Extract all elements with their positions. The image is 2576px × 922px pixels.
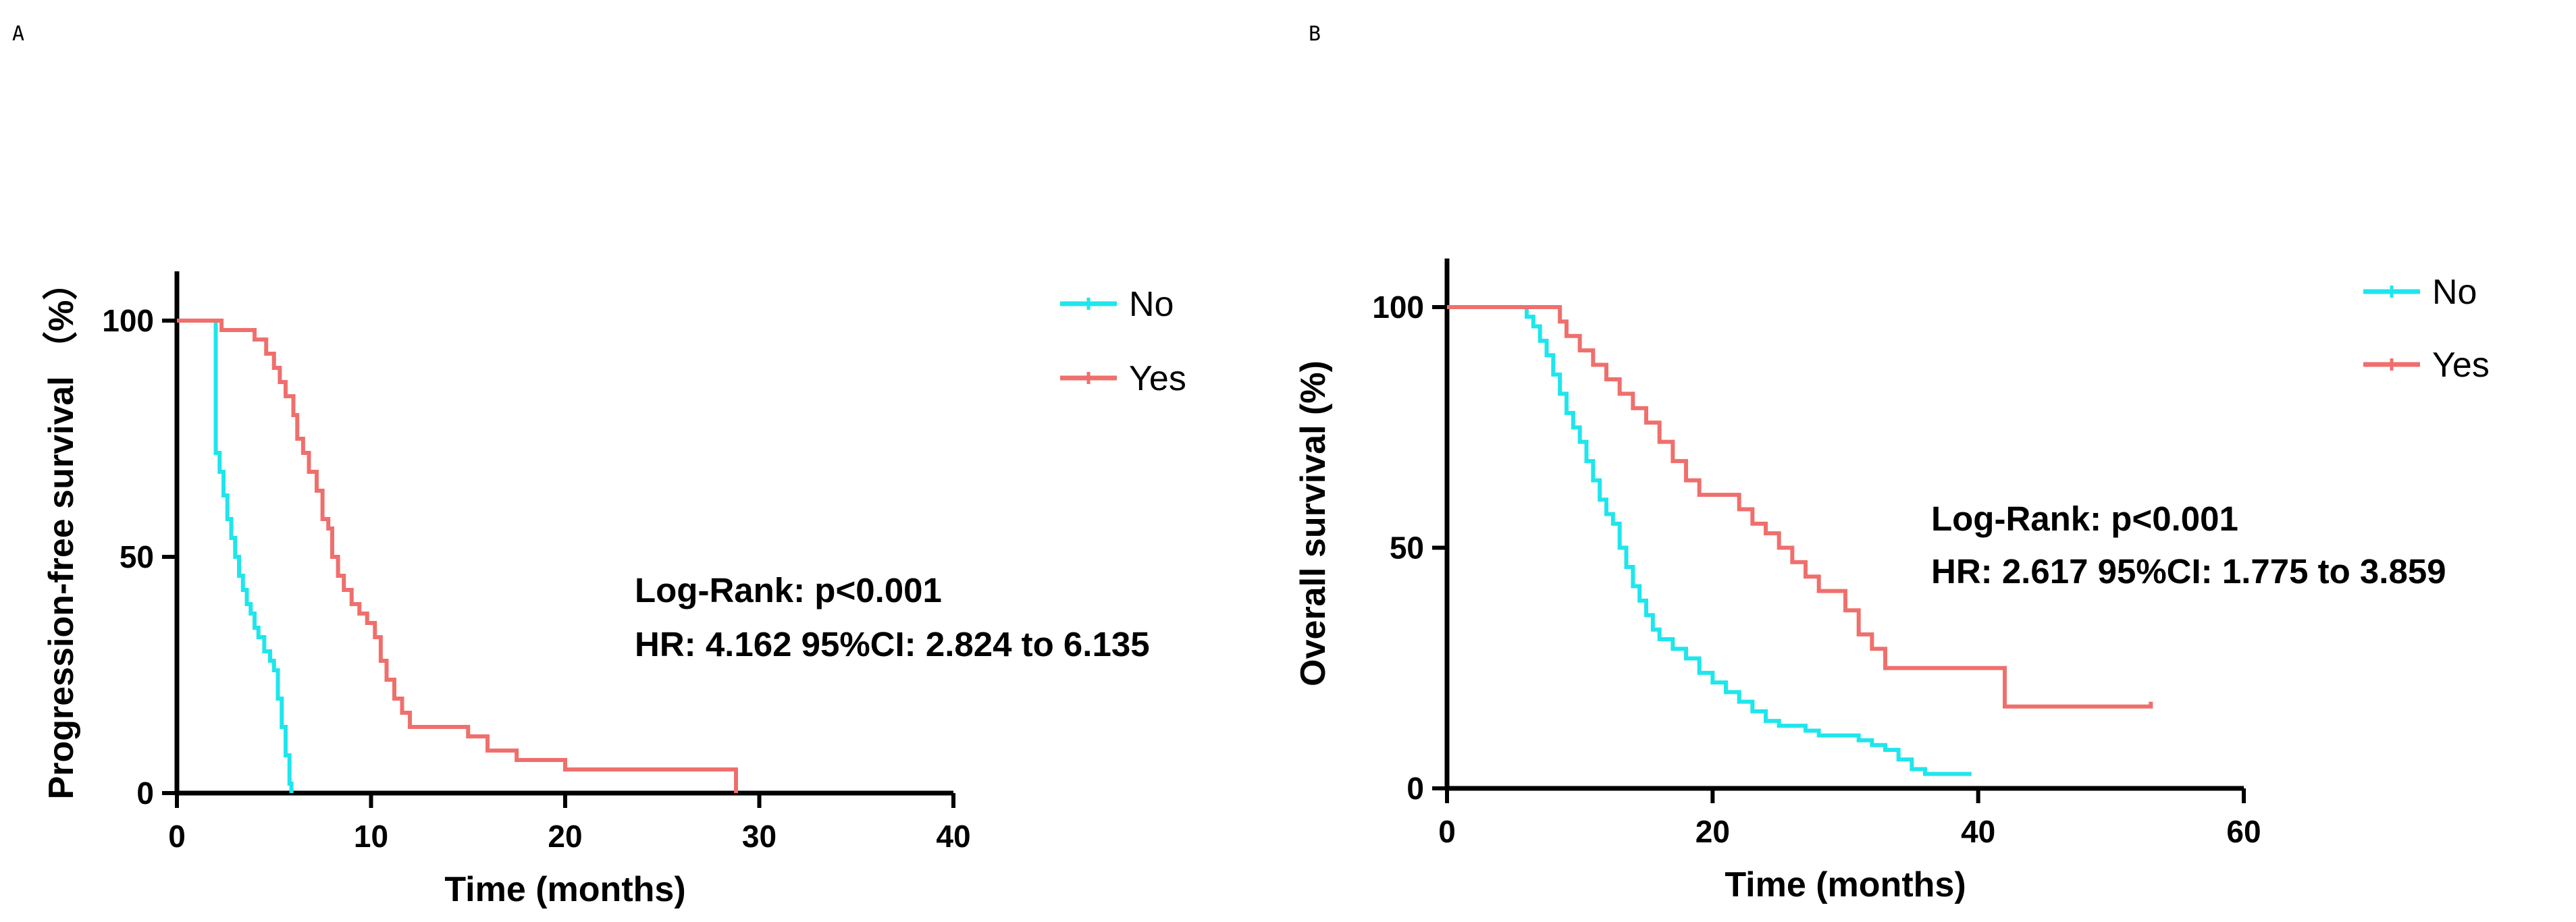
panel-a-y-tick-label: 100 (102, 303, 154, 338)
panel-b-x-tick-label: 60 (2226, 814, 2261, 849)
panel-a-series-yes-curve (177, 319, 738, 793)
panel-b-letter: B (1309, 22, 1321, 46)
panel-b-x-axis-title: Time (months) (1725, 865, 1966, 904)
panel-a-y-tick-label: 50 (120, 539, 154, 574)
panel-b-x-tick-label: 40 (1961, 814, 1995, 849)
panel-b-y-axis-title: Overall survival (%) (1294, 360, 1333, 686)
panel-b-series-yes-curve (1447, 305, 2153, 709)
panel-b-y-tick-label: 50 (1390, 531, 1424, 566)
panel-b-legend-label-no: No (2432, 273, 2477, 312)
panel-a-legend-label-no: No (1129, 285, 1174, 324)
panel-a-x-axis-title: Time (months) (444, 870, 685, 909)
panel-b-x-tick-label: 0 (1438, 814, 1456, 849)
panel-b-annotation-logrank: Log-Rank: p<0.001 (1931, 499, 2238, 538)
panel-a-x-tick-label: 20 (548, 819, 582, 854)
panel-b-legend-label-yes: Yes (2432, 346, 2490, 385)
panel-b-annotation-hr: HR: 2.617 95%CI: 1.775 to 3.859 (1931, 552, 2446, 591)
panel-a-x-tick-label: 0 (168, 819, 186, 854)
panel-a-y-axis-title: Progression-free survival （%） (42, 265, 81, 800)
panel-a-letter: A (12, 22, 24, 46)
panel-b: B 0 20 40 60 0 50 100 Time (months) Overall survi… (1294, 22, 2490, 904)
panel-a-x-tick-label: 10 (354, 819, 388, 854)
panel-a-annotation-logrank: Log-Rank: p<0.001 (635, 571, 942, 609)
panel-a-series-no-curve (177, 319, 294, 793)
panel-b-y-tick-label: 0 (1407, 771, 1424, 806)
panel-a: A 0 10 20 30 40 0 50 100 Time (months) Progression… (12, 22, 1186, 909)
panel-b-y-tick-label: 100 (1372, 290, 1424, 325)
panel-a-x-tick-label: 30 (742, 819, 777, 854)
panel-b-x-tick-label: 20 (1696, 814, 1730, 849)
panel-b-series-no-curve (1447, 305, 1972, 776)
panel-a-y-tick-label: 0 (136, 776, 154, 811)
panel-a-legend-label-yes: Yes (1129, 359, 1186, 398)
panel-a-annotation-hr: HR: 4.162 95%CI: 2.824 to 6.135 (635, 625, 1150, 663)
panel-a-x-tick-label: 40 (936, 819, 970, 854)
